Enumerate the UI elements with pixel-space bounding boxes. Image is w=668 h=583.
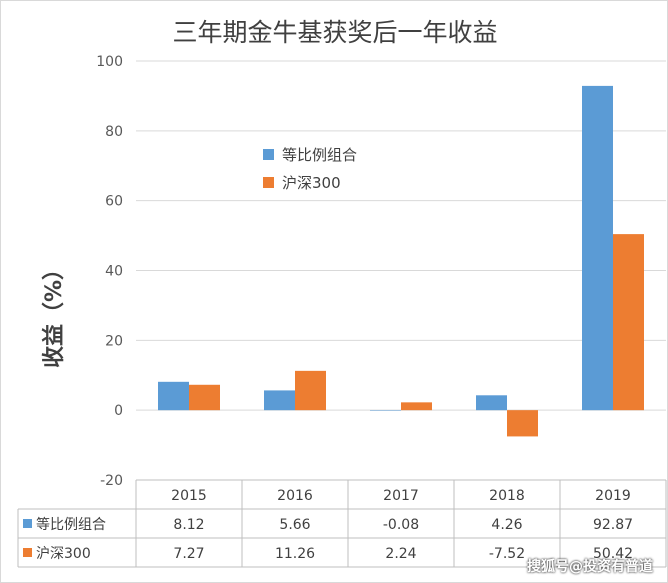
table-value: 8.12 <box>173 517 204 533</box>
table-value: 92.87 <box>593 517 633 533</box>
bar-a-2018 <box>476 395 507 411</box>
table-value: -0.08 <box>383 517 419 533</box>
y-tick-label: 100 <box>96 54 123 70</box>
legend-swatch <box>263 177 274 188</box>
watermark: 搜狐号@投资有普道 <box>527 559 653 575</box>
y-tick-label: 0 <box>114 403 123 419</box>
x-tick-label: 2017 <box>383 488 419 504</box>
bar-b-2016 <box>295 370 326 411</box>
bar-a-2015 <box>158 381 189 411</box>
table-value: -7.52 <box>489 546 525 562</box>
bar-a-2019 <box>582 85 613 411</box>
bar-a-2016 <box>264 390 295 411</box>
legend-label: 沪深300 <box>282 174 341 192</box>
y-tick-label: 60 <box>105 194 123 210</box>
table-legend-key <box>23 519 32 528</box>
table-value: 2.24 <box>385 546 416 562</box>
table-value: 4.26 <box>491 517 522 533</box>
y-tick-label: 20 <box>105 333 123 349</box>
x-tick-label: 2016 <box>277 488 313 504</box>
table-legend-key <box>23 548 32 557</box>
table-series-name: 等比例组合 <box>36 516 106 533</box>
table-value: 11.26 <box>275 546 315 562</box>
y-tick-label: 40 <box>105 264 123 280</box>
y-tick-label: -20 <box>100 473 123 489</box>
bar-b-2017 <box>401 402 432 411</box>
bar-b-2015 <box>189 384 220 411</box>
x-tick-label: 2019 <box>595 488 631 504</box>
bar-b-2019 <box>613 234 644 411</box>
bar-a-2017 <box>370 410 401 411</box>
chart-title: 三年期金牛基获奖后一年收益 <box>172 18 497 47</box>
bar-b-2018 <box>507 410 538 437</box>
legend-swatch <box>263 149 274 160</box>
y-tick-label: 80 <box>105 124 123 140</box>
x-tick-label: 2018 <box>489 488 525 504</box>
table-series-name: 沪深300 <box>36 546 91 562</box>
legend-label: 等比例组合 <box>282 146 357 164</box>
table-value: 50.42 <box>593 546 633 562</box>
table-value: 5.66 <box>279 517 310 533</box>
table-value: 7.27 <box>173 546 204 562</box>
x-tick-label: 2015 <box>171 488 207 504</box>
y-axis-label: 收益（%） <box>41 258 67 368</box>
